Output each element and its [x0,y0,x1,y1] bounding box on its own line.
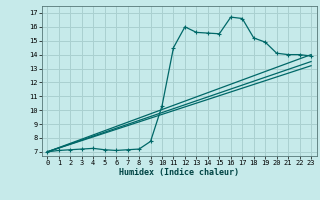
X-axis label: Humidex (Indice chaleur): Humidex (Indice chaleur) [119,168,239,177]
